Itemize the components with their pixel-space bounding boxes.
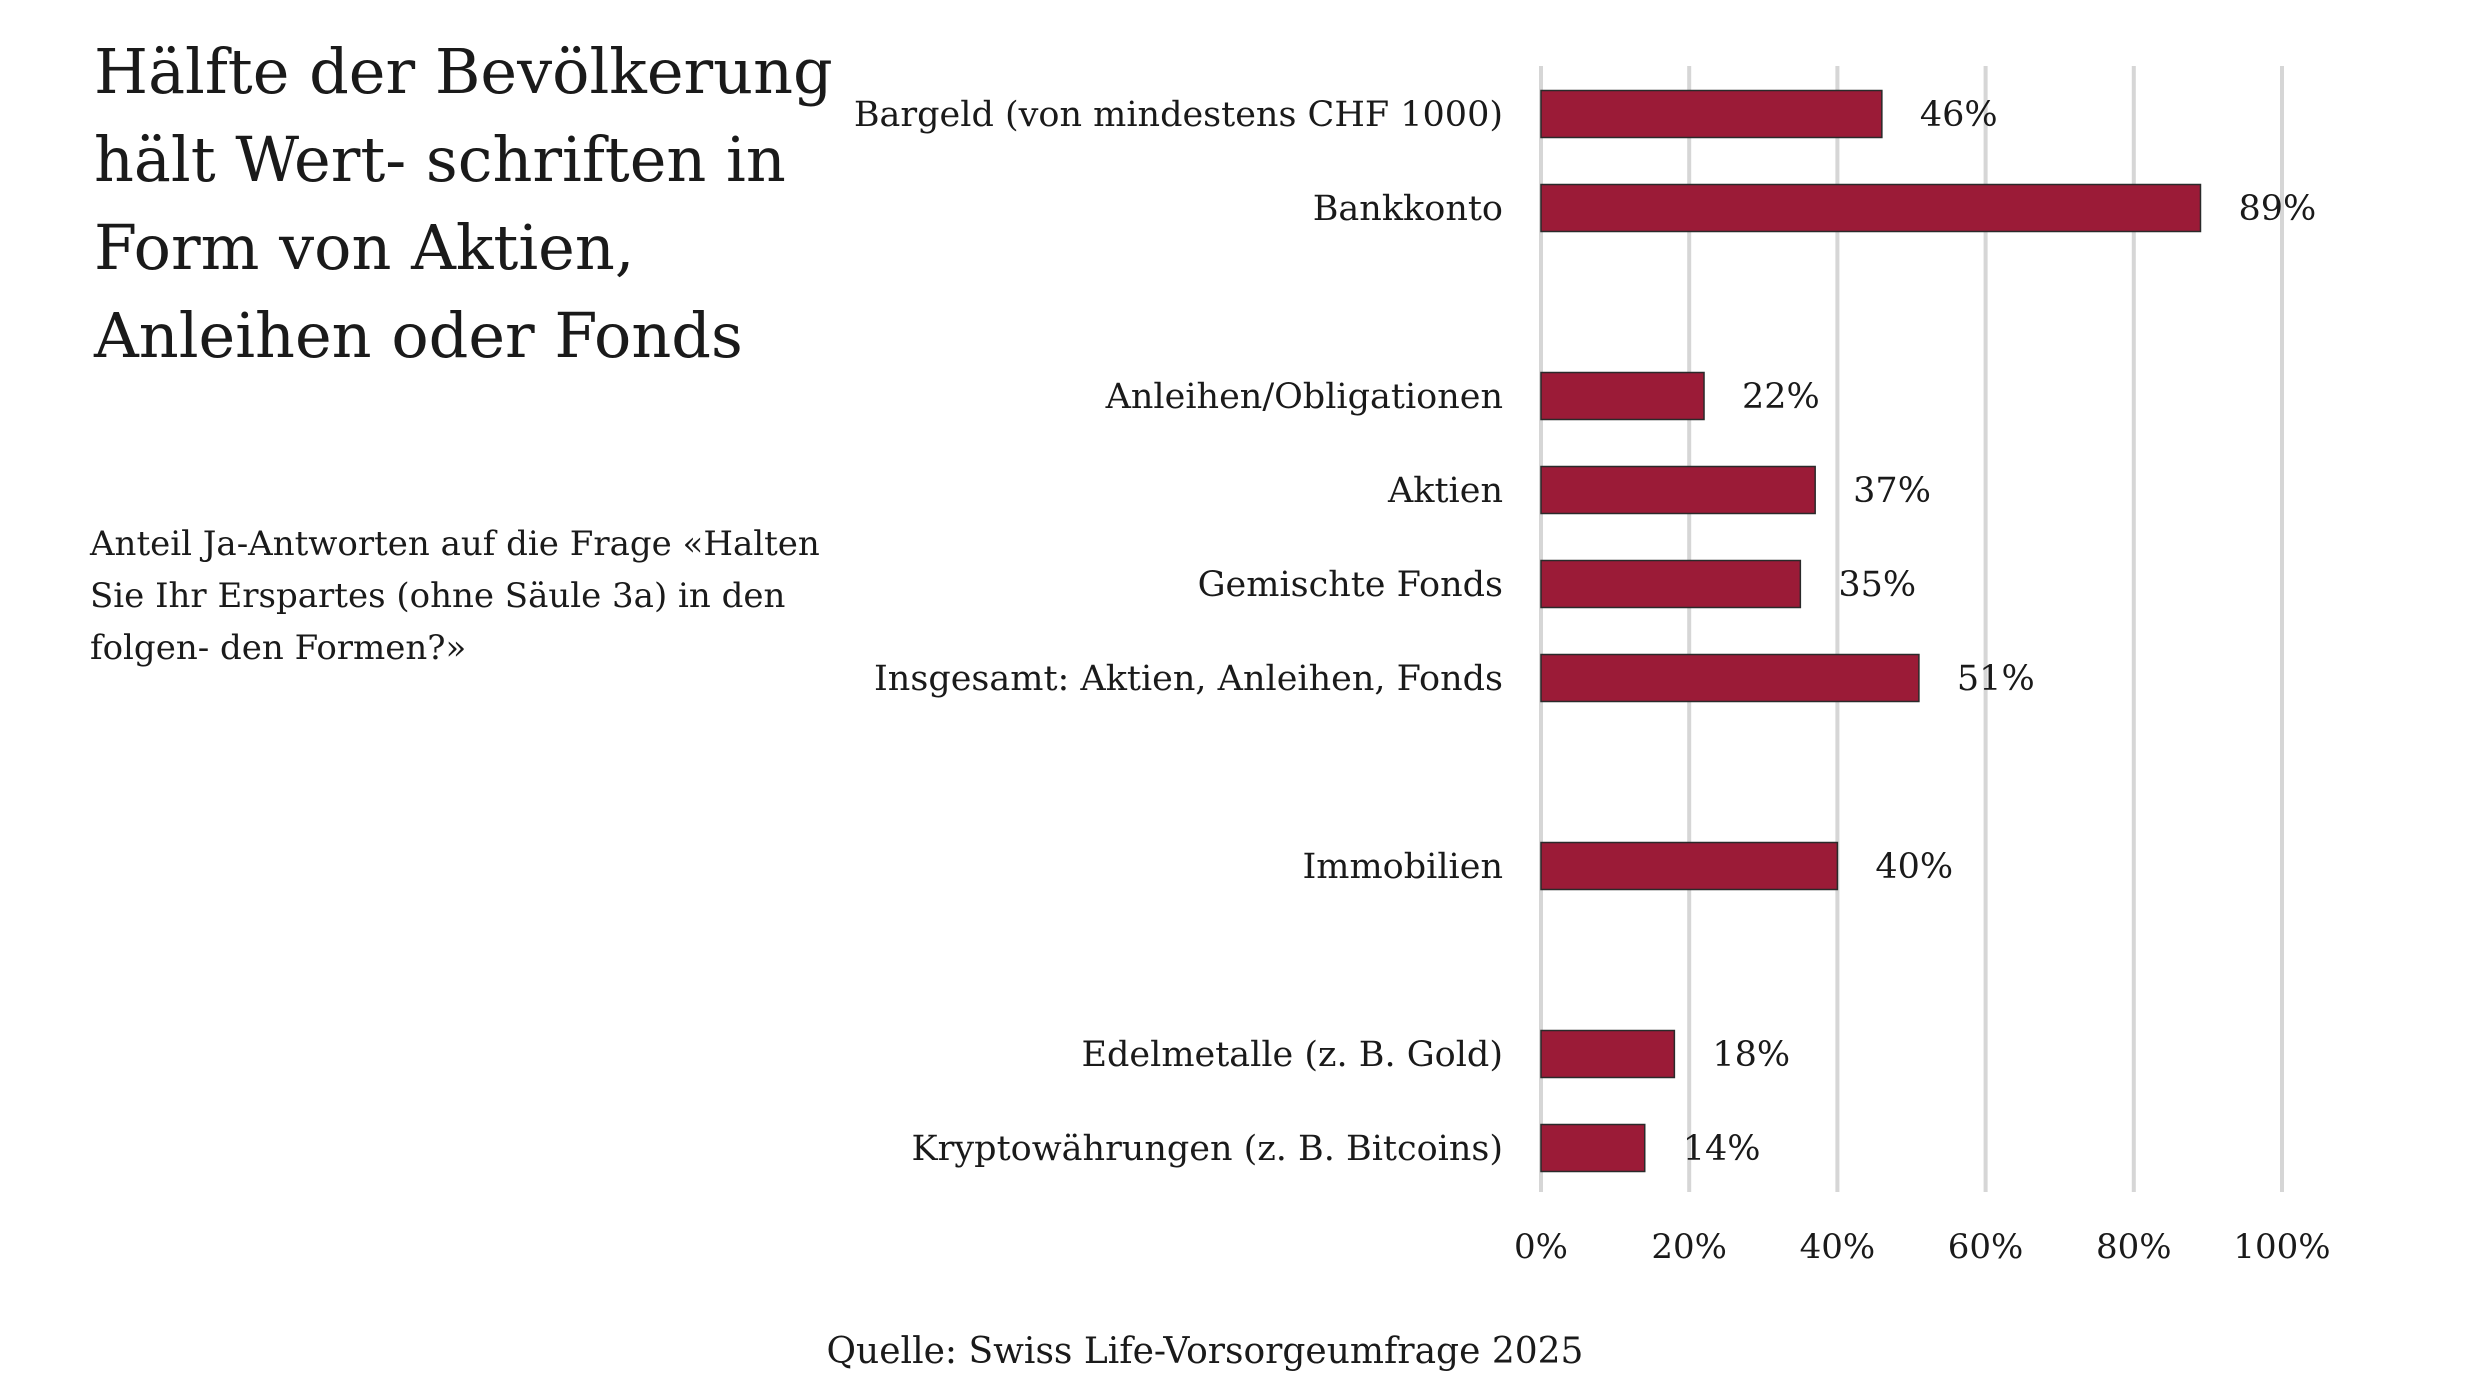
chart-subtitle: Anteil Ja-Antworten auf die Frage «Halte…	[90, 524, 820, 668]
data-label: 51%	[1957, 659, 2035, 699]
category-label: Kryptowährungen (z. B. Bitcoins)	[912, 1129, 1503, 1169]
category-label: Bankkonto	[1313, 189, 1503, 229]
data-label: 18%	[1712, 1035, 1790, 1075]
x-tick-label: 60%	[1948, 1227, 2024, 1267]
source-note: Quelle: Swiss Life-Vorsorgeumfrage 2025	[826, 1331, 1584, 1372]
x-tick-label: 20%	[1651, 1227, 1727, 1267]
data-label: 89%	[2238, 189, 2316, 229]
bar	[1540, 1123, 1646, 1173]
bar	[1540, 465, 1816, 515]
bar	[1540, 1029, 1676, 1079]
x-tick-label: 100%	[2233, 1227, 2330, 1267]
bar	[1540, 371, 1705, 421]
bar	[1540, 183, 2202, 233]
data-label: 37%	[1853, 471, 1931, 511]
bar	[1540, 89, 1883, 139]
x-tick-label: 80%	[2096, 1227, 2172, 1267]
data-label: 35%	[1838, 565, 1916, 605]
data-label: 22%	[1742, 377, 1820, 417]
category-label: Anleihen/Obligationen	[1105, 377, 1503, 417]
x-tick-label: 40%	[1800, 1227, 1876, 1267]
category-label: Immobilien	[1302, 847, 1503, 887]
bar	[1540, 559, 1802, 609]
category-label: Edelmetalle (z. B. Gold)	[1081, 1035, 1503, 1075]
category-label: Insgesamt: Aktien, Anleihen, Fonds	[874, 659, 1503, 699]
data-label: 46%	[1920, 95, 1998, 135]
bar	[1540, 653, 1920, 703]
category-label: Aktien	[1387, 471, 1503, 511]
category-label: Gemischte Fonds	[1198, 565, 1503, 605]
x-tick-label: 0%	[1514, 1227, 1568, 1267]
data-label: 40%	[1875, 847, 1953, 887]
category-label: Bargeld (von mindestens CHF 1000)	[854, 95, 1503, 135]
chart-title: Hälfte der Bevölkerung hält Wert- schrif…	[94, 35, 833, 372]
data-label: 14%	[1683, 1129, 1761, 1169]
bar	[1540, 841, 1839, 891]
